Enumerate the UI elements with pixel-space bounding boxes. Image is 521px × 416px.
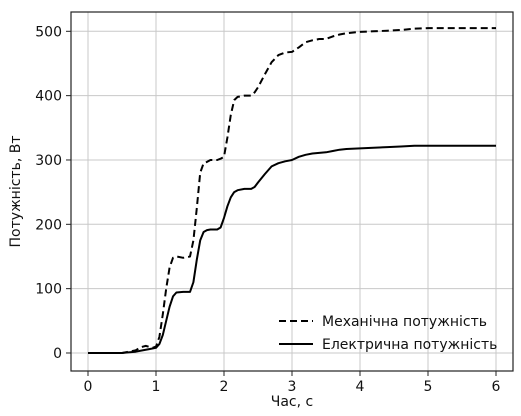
y-tick-label: 300	[35, 153, 62, 169]
legend-label-electrical: Електрична потужність	[322, 337, 497, 353]
x-tick-label: 2	[220, 379, 229, 395]
tick-labels: 0 1 2 3 4 5 6 0 100 200 300 400 500	[35, 24, 500, 395]
series-line-mechanical	[88, 27, 496, 354]
y-tick-label: 500	[35, 24, 62, 40]
y-tick-label: 200	[35, 217, 62, 233]
y-axis-label: Потужність, Вт	[8, 136, 24, 248]
x-axis-label: Час, с	[271, 394, 313, 410]
axis-ticks	[66, 30, 497, 376]
x-tick-label: 6	[492, 379, 501, 395]
y-tick-label: 0	[53, 346, 62, 362]
legend-label-mechanical: Механічна потужність	[322, 314, 487, 330]
x-tick-label: 1	[152, 379, 161, 395]
series-line-electrical	[88, 144, 496, 354]
y-tick-label: 100	[35, 282, 62, 298]
x-tick-label: 0	[84, 379, 93, 395]
x-tick-label: 5	[424, 379, 433, 395]
y-tick-label: 400	[35, 89, 62, 105]
x-tick-label: 3	[288, 379, 297, 395]
series-lines	[88, 27, 496, 354]
legend: Механічна потужність Електрична потужніс…	[279, 314, 497, 353]
x-tick-label: 4	[356, 379, 365, 395]
